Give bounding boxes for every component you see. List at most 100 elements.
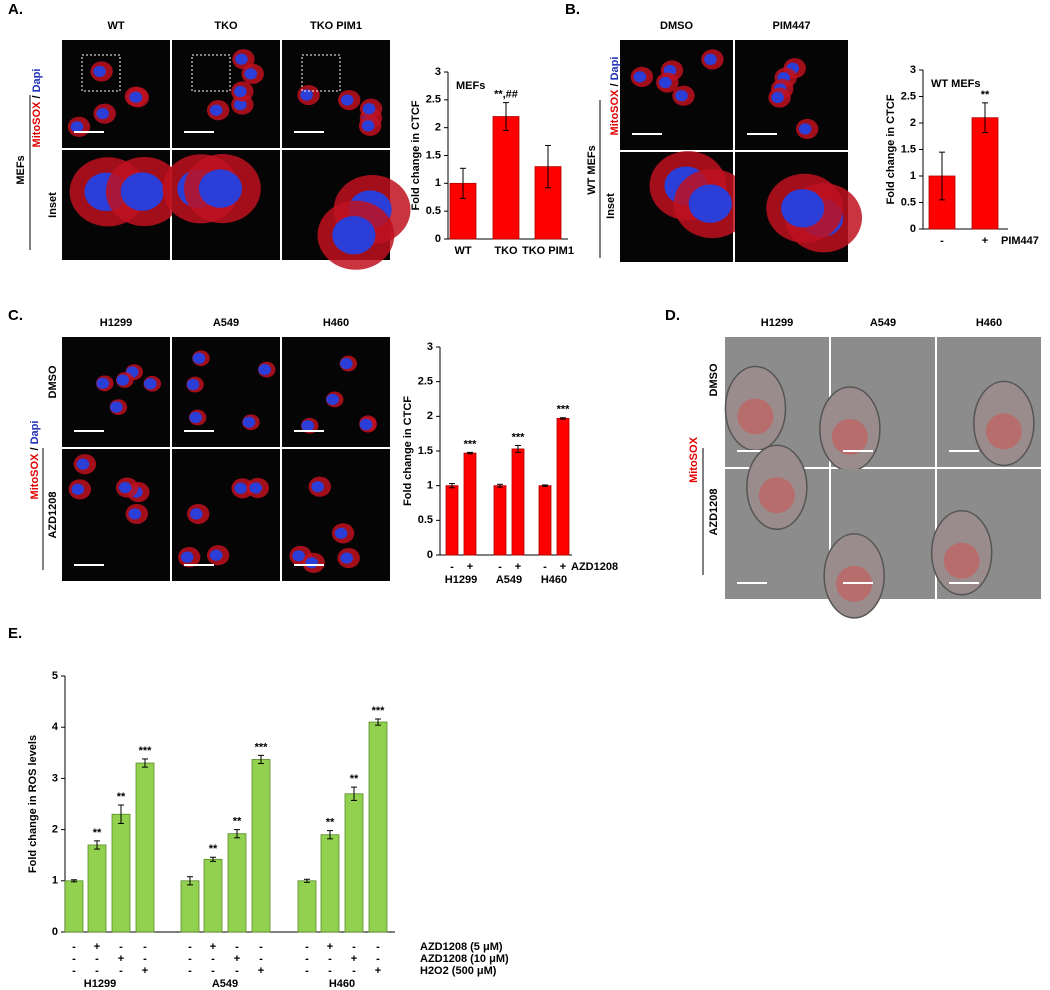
group-label: H1299 — [445, 574, 477, 586]
nucleus — [189, 508, 203, 520]
treatment-sign: - — [305, 953, 309, 965]
x-tick-label: - — [543, 561, 547, 573]
treatment-sign: - — [328, 965, 332, 977]
panel-label: C. — [8, 307, 23, 324]
treatment-sign: + — [327, 941, 333, 953]
treatment-sign: + — [118, 953, 124, 965]
cell-signal — [737, 398, 774, 435]
panel-label: A. — [8, 1, 23, 18]
stain-part: Dapi — [29, 421, 41, 445]
bar — [64, 880, 84, 933]
bar — [556, 418, 570, 556]
y-tick-label: 3 — [435, 66, 441, 78]
y-tick-label: 5 — [52, 670, 58, 682]
nucleus — [340, 94, 354, 106]
row-label: DMSO — [47, 365, 59, 398]
column-header: A549 — [870, 317, 896, 329]
nucleus — [359, 419, 373, 431]
treatment-sign: - — [72, 965, 76, 977]
x-axis-label: PIM447 — [1001, 235, 1039, 247]
chart-label: MEFs — [456, 80, 485, 92]
treatment-sign: - — [143, 941, 147, 953]
y-axis-label: Fold change in CTCF — [402, 396, 414, 506]
significance: *** — [464, 438, 478, 450]
group-label: H1299 — [84, 978, 116, 990]
y-tick-label: 0 — [427, 549, 433, 561]
nucleus — [118, 482, 132, 494]
treatment-sign: - — [235, 965, 239, 977]
treatment-sign: - — [119, 941, 123, 953]
x-axis-label: AZD1208 — [571, 561, 618, 573]
nucleus — [292, 550, 305, 562]
y-tick-label: 2.5 — [901, 90, 916, 102]
y-tick-label: 1 — [910, 170, 916, 182]
nucleus — [244, 68, 258, 80]
bar — [180, 880, 200, 933]
stain-part: Dapi — [31, 69, 43, 93]
stain-part: MitoSOX — [29, 453, 41, 499]
treatment-sign: + — [234, 953, 240, 965]
treatment-sign: + — [142, 965, 148, 977]
nucleus — [326, 393, 339, 406]
nucleus — [242, 416, 256, 428]
row-label: AZD1208 — [47, 491, 59, 538]
nucleus — [305, 557, 318, 569]
bar — [111, 813, 131, 933]
stain-label: MitoSOX — [688, 436, 700, 482]
nucleus — [301, 420, 315, 432]
nucleus — [110, 401, 123, 413]
column-header: DMSO — [660, 20, 693, 32]
y-tick-label: 2 — [427, 410, 433, 422]
y-tick-label: 2 — [435, 122, 441, 134]
y-tick-label: 2.5 — [418, 376, 433, 388]
nucleus — [209, 104, 223, 116]
cell-signal — [831, 418, 868, 455]
stain-part: / — [29, 447, 41, 450]
bar — [344, 793, 364, 933]
bar — [511, 448, 525, 556]
bar — [297, 880, 317, 933]
nucleus — [234, 85, 247, 98]
y-tick-label: 1.5 — [901, 143, 916, 155]
y-tick-label: 1.5 — [426, 149, 441, 161]
significance: ** — [326, 817, 335, 829]
nucleus — [781, 189, 825, 228]
treatment-sign: - — [188, 953, 192, 965]
treatment-sign: - — [211, 953, 215, 965]
bar — [538, 485, 552, 556]
nucleus — [249, 482, 263, 494]
y-tick-label: 1 — [52, 875, 58, 887]
treatment-name: AZD1208 (10 μM) — [420, 953, 509, 965]
significance: *** — [557, 404, 571, 416]
treatment-sign: + — [351, 953, 357, 965]
treatment-sign: + — [210, 941, 216, 953]
group-label: H460 — [329, 978, 355, 990]
nucleus — [362, 103, 376, 115]
significance: ** — [350, 773, 359, 785]
y-tick-label: 0.5 — [426, 205, 441, 217]
y-tick-label: 1 — [435, 177, 441, 189]
y-tick-label: 1 — [427, 480, 433, 492]
treatment-sign: - — [305, 941, 309, 953]
panel-label: D. — [665, 307, 680, 324]
micrograph — [735, 40, 848, 150]
bar — [368, 721, 388, 933]
nucleus — [361, 120, 375, 132]
treatment-sign: - — [259, 953, 263, 965]
stain-part: MitoSOX — [688, 436, 700, 482]
y-tick-label: 2 — [910, 117, 916, 129]
micrograph — [172, 40, 280, 148]
nucleus — [143, 378, 157, 390]
x-tick-label: TKO — [494, 245, 518, 257]
group-label: WT MEFs — [586, 145, 598, 195]
column-header: TKO — [214, 20, 238, 32]
column-header: H1299 — [761, 317, 793, 329]
stain-part: Dapi — [609, 57, 621, 81]
y-tick-label: 0 — [435, 233, 441, 245]
treatment-sign: - — [235, 941, 239, 953]
nucleus — [258, 364, 272, 376]
inset-box — [301, 54, 341, 92]
treatment-sign: - — [259, 941, 263, 953]
significance: ** — [981, 89, 990, 101]
significance: ** — [233, 816, 242, 828]
